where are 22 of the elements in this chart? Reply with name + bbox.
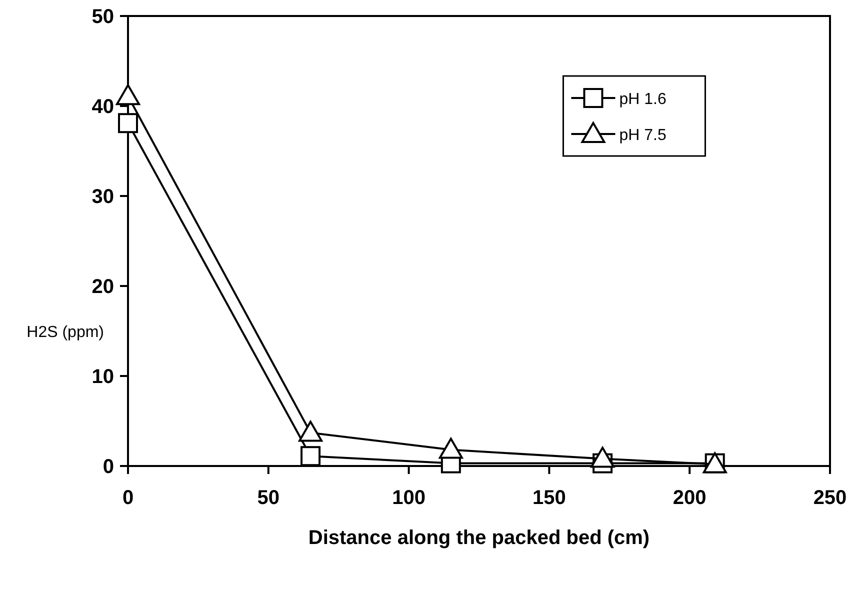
x-tick-label: 150	[532, 487, 566, 509]
point	[298, 420, 323, 442]
point	[118, 113, 138, 134]
x-tick-label: 50	[257, 487, 280, 509]
point	[116, 84, 140, 106]
x-tick-label: 100	[392, 487, 426, 509]
x-axis-title: Distance along the packed bed (cm)	[308, 527, 650, 549]
point	[438, 438, 463, 459]
point	[300, 446, 321, 466]
y-tick-label: 20	[92, 276, 114, 298]
y-tick-label: 10	[92, 366, 114, 388]
y-tick-label: 50	[92, 6, 114, 28]
y-tick-label: 40	[92, 96, 114, 118]
x-tick-label: 200	[672, 487, 706, 509]
y-tick-label: 0	[102, 456, 114, 478]
x-tick-label: 0	[122, 487, 134, 509]
point	[590, 446, 615, 468]
x-tick-label: 250	[813, 487, 847, 509]
y-axis-title: H2S (ppm)	[26, 324, 104, 341]
legend-label: pH 1.6	[619, 91, 666, 108]
y-tick-label: 30	[92, 186, 114, 208]
legend-label: pH 7.5	[619, 127, 666, 144]
